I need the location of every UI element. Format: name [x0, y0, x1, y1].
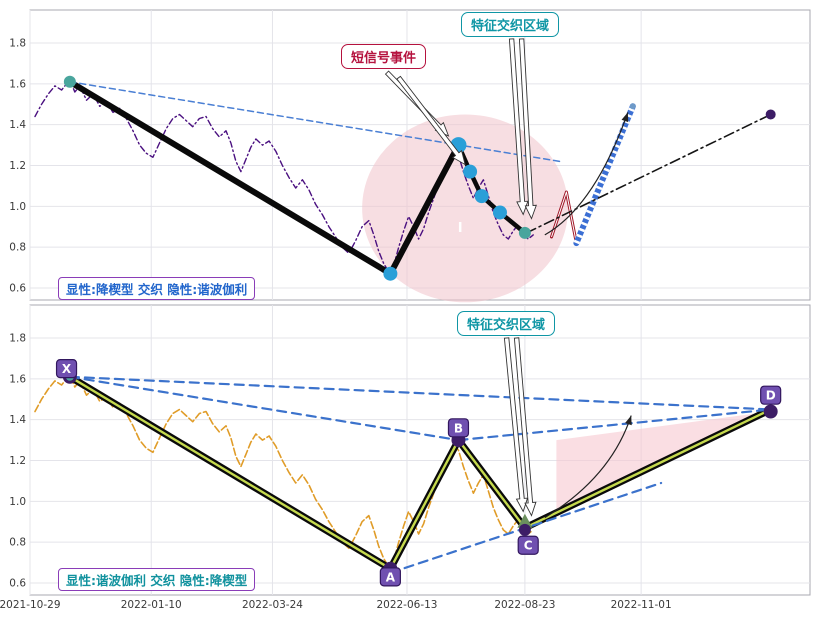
x-tick-label: 2022-11-01: [611, 599, 672, 611]
x-tick-label: 2022-08-23: [494, 599, 555, 611]
point-label-D: D: [766, 389, 776, 403]
C-dot-marker: [518, 523, 531, 536]
y-tick-label: 1.6: [9, 373, 26, 385]
point-label-A: A: [386, 570, 396, 584]
callout-feature-zone-bottom: 特征交织区域: [457, 311, 556, 336]
point-label-box-A: [379, 567, 401, 587]
y-tick-label: 1.8: [9, 332, 26, 344]
curved-arrow-head: [621, 112, 629, 123]
point-label-C: C: [524, 539, 533, 553]
start-dot-marker: [63, 75, 76, 88]
callout-arrow: [396, 75, 466, 166]
y-tick-label: 1.4: [9, 119, 26, 131]
x-tick-label: 2021-10-29: [0, 599, 61, 611]
trend-B-D: [457, 408, 772, 442]
legend-top: 显性:降楔型 交织 隐性:谐波伽利: [58, 277, 256, 300]
y-tick-label: 1.4: [9, 414, 26, 426]
y-tick-label: 1.2: [9, 160, 26, 172]
point-label-box-X: [55, 359, 78, 379]
callout-arrow: [513, 337, 537, 517]
y-tick-label: 1.2: [9, 455, 26, 467]
y-tick-label: 0.6: [9, 578, 26, 590]
red-zigzag-core: [551, 191, 577, 244]
curved-arrow-head: [625, 415, 632, 426]
point-label-box-C: [517, 535, 539, 555]
target-dot-marker: [765, 109, 776, 120]
point-label-box-B: [447, 418, 470, 438]
trend-X-B: [68, 375, 460, 442]
y-tick-label: 1.6: [9, 78, 26, 90]
panel-bottom: 0.6 0.8 1.0 1.2 1.4 1.6 1.8 X A B C D: [9, 304, 811, 596]
point-label-box-D: [760, 385, 782, 405]
hatch-top-dot-marker: [629, 103, 636, 110]
curved-arrow: [544, 112, 629, 236]
callout-feature-zone-top: 特征交织区域: [461, 12, 560, 37]
inline-label: I: [458, 221, 463, 236]
end-teal-dot-marker: [518, 226, 531, 239]
C-triangle-marker: [517, 513, 533, 528]
point-label-X: X: [62, 362, 72, 376]
callout-short-signal: 短信号事件: [341, 44, 427, 69]
x-tick-label: 2022-01-10: [121, 599, 182, 611]
legend-bottom: 显性:谐波伽利 交织 隐性:降楔型: [58, 568, 256, 591]
y-tick-label: 1.0: [9, 201, 26, 213]
projection-dashdot: [525, 113, 772, 234]
y-tick-label: 1.0: [9, 496, 26, 508]
x-tick-label: 2022-06-13: [376, 599, 437, 611]
trend-dashed: [69, 81, 561, 163]
callout-arrow: [518, 38, 537, 220]
step-dot-1-marker: [463, 164, 478, 179]
trend-X-D: [68, 375, 772, 411]
y-tick-label: 0.8: [9, 242, 26, 254]
D-dot-marker: [763, 404, 778, 419]
callout-arrow: [508, 38, 529, 216]
callout-arrow: [503, 337, 529, 513]
y-tick-label: 0.6: [9, 283, 26, 295]
y-tick-label: 0.8: [9, 537, 26, 549]
x-tick-label: 2022-03-24: [242, 599, 303, 611]
hatched-rise-hatch: [573, 105, 636, 245]
y-tick-label: 1.8: [9, 37, 26, 49]
curved-arrow: [544, 415, 632, 519]
highlight-ellipse: [362, 114, 569, 303]
point-label-B: B: [454, 421, 463, 435]
step-dot-2-marker: [474, 189, 489, 204]
step-dot-3-marker: [492, 205, 507, 220]
low-dot-marker: [383, 266, 398, 281]
